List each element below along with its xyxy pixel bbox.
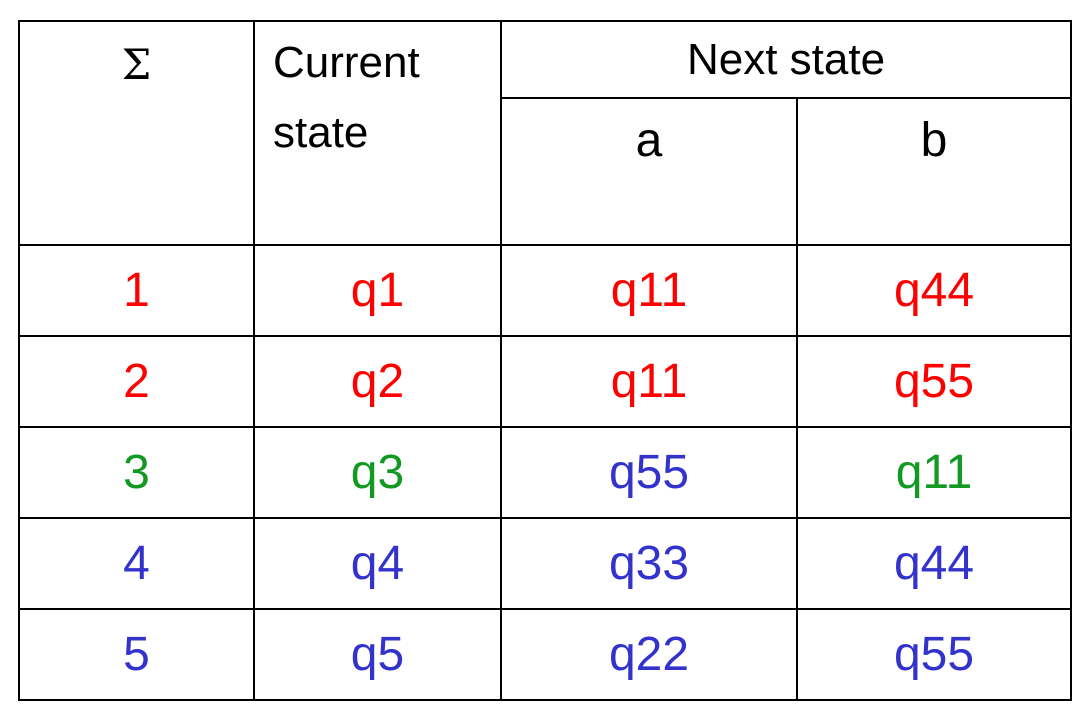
sigma-cell: 2: [18, 335, 255, 428]
table-row: 2 q2 q11 q55: [18, 335, 1072, 428]
state-transition-table: Σ Current state Next state a b 1 q1 q11 …: [18, 20, 1072, 701]
current-state-cell: q1: [253, 244, 502, 337]
current-state-cell: q5: [253, 608, 502, 701]
next-state-header: Next state: [500, 20, 1072, 99]
sigma-cell: 1: [18, 244, 255, 337]
current-state-cell: q2: [253, 335, 502, 428]
sigma-cell: 3: [18, 426, 255, 519]
next-state-b-cell: q55: [796, 608, 1072, 701]
table-row: 1 q1 q11 q44: [18, 244, 1072, 337]
next-state-b-cell: q55: [796, 335, 1072, 428]
next-state-a-cell: q22: [500, 608, 798, 701]
header-row-symbols: a b: [19, 97, 1072, 246]
sigma-cell: 4: [18, 517, 255, 610]
sigma-header: Σ: [18, 20, 255, 246]
table-row: 5 q5 q22 q55: [18, 608, 1072, 701]
header-row-top: Σ Current state Next state: [18, 20, 1072, 246]
sigma-cell: 5: [18, 608, 255, 701]
next-state-a-cell: q11: [500, 244, 798, 337]
next-state-b-cell: q11: [796, 426, 1072, 519]
next-state-a-cell: q33: [500, 517, 798, 610]
table-row: 3 q3 q55 q11: [18, 426, 1072, 519]
current-state-cell: q3: [253, 426, 502, 519]
next-state-b-cell: q44: [796, 244, 1072, 337]
next-state-a-cell: q55: [500, 426, 798, 519]
next-state-b-cell: q44: [796, 517, 1072, 610]
table-row: 4 q4 q33 q44: [18, 517, 1072, 610]
current-state-header: Current state: [253, 20, 502, 246]
current-state-cell: q4: [253, 517, 502, 610]
next-state-a-cell: q11: [500, 335, 798, 428]
symbol-a-header: a: [500, 97, 798, 246]
symbol-b-header: b: [796, 97, 1072, 246]
